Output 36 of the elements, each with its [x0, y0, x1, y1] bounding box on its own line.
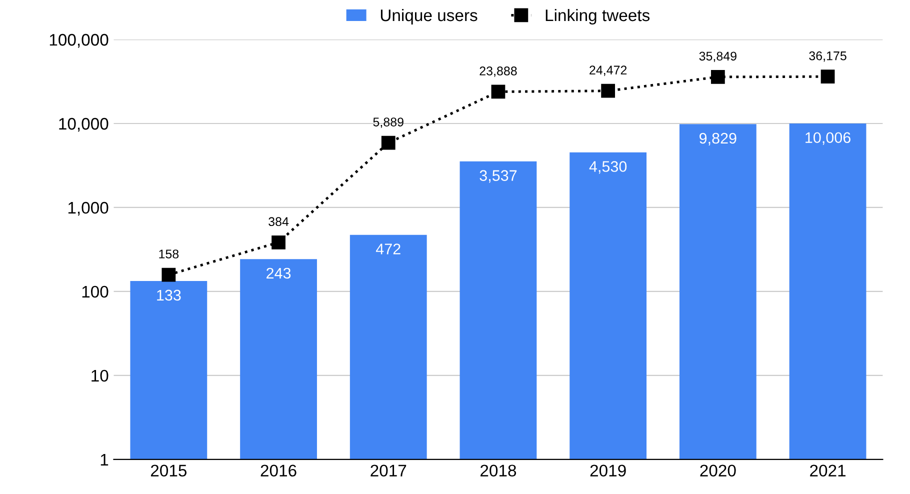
point — [710, 70, 725, 84]
x-tick-label: 2017 — [370, 464, 406, 477]
data-label: 158 — [159, 250, 179, 258]
data-label: 23,888 — [480, 66, 517, 77]
y-tick-label: 1 — [100, 454, 108, 466]
x-tick-label: 2015 — [150, 464, 187, 477]
x-tick-label: 2019 — [590, 464, 626, 477]
data-label: 133 — [157, 290, 181, 301]
legend-label: Linking tweets — [546, 8, 650, 25]
x-tick-label: 2020 — [700, 464, 736, 477]
y-tick-label: 100,000 — [50, 34, 108, 48]
x-tick-label: 2018 — [480, 464, 516, 477]
data-label: 24,472 — [590, 66, 627, 76]
point — [491, 84, 506, 99]
point — [162, 268, 176, 282]
data-label: 243 — [266, 268, 291, 279]
y-tick-label: 1,000 — [68, 202, 108, 216]
y-tick-label: 10 — [92, 370, 108, 382]
data-label: 384 — [268, 217, 289, 226]
data-label: 472 — [376, 244, 400, 254]
point — [272, 235, 286, 250]
data-label: 9,829 — [700, 132, 736, 146]
data-label: 10,006 — [806, 132, 850, 145]
data-label: 36,175 — [809, 51, 846, 62]
y-tick-label: 100 — [82, 286, 108, 298]
point — [820, 70, 835, 84]
point — [381, 136, 396, 150]
point — [601, 84, 616, 98]
y-tick-label: 10,000 — [59, 118, 108, 132]
data-label: 5,889 — [373, 118, 404, 128]
data-label: 35,849 — [699, 52, 736, 62]
legend-label: Unique users — [380, 8, 478, 25]
data-label: 4,530 — [589, 161, 627, 174]
x-tick-label: 2016 — [260, 464, 296, 477]
data-label: 3,537 — [480, 170, 517, 183]
x-tick-label: 2021 — [810, 464, 846, 477]
